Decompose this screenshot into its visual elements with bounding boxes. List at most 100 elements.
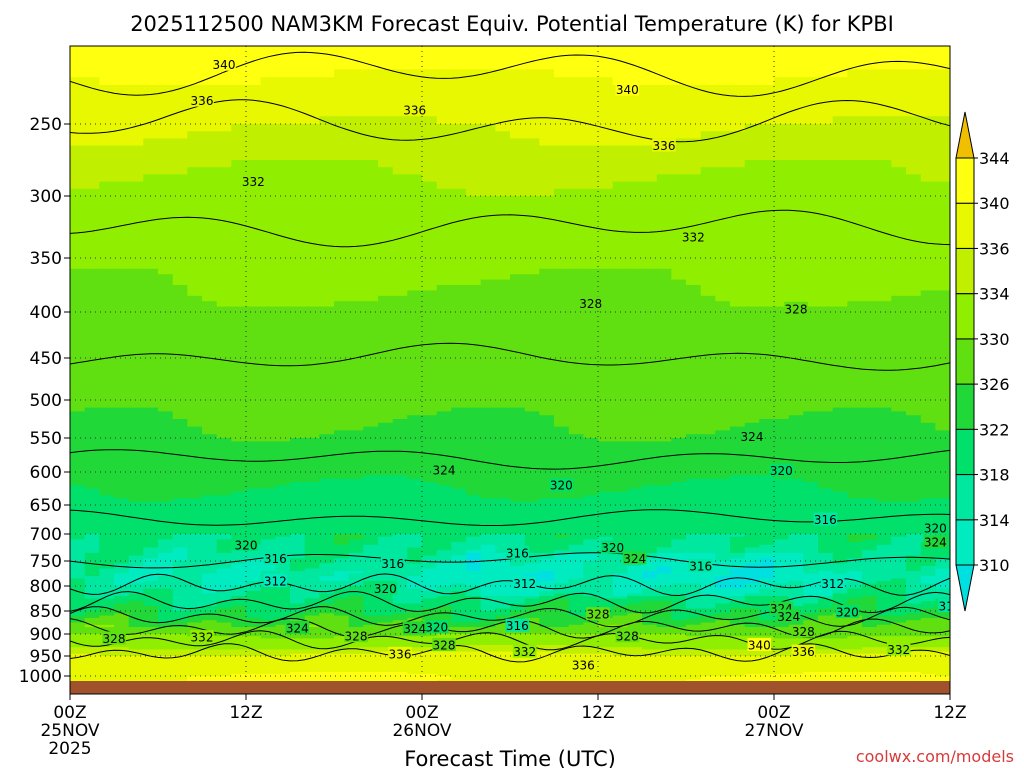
fill-cell [803, 441, 819, 446]
fill-cell [231, 348, 247, 354]
fill-cell [84, 145, 100, 154]
fill-cell [128, 461, 144, 466]
fill-cell [363, 472, 379, 476]
fill-cell [392, 61, 408, 70]
fill-cell [363, 202, 379, 209]
fill-cell [407, 422, 423, 428]
fill-cell [612, 263, 628, 270]
fill-cell [128, 279, 144, 286]
fill-cell [539, 295, 555, 302]
fill-cell [246, 258, 262, 264]
fill-cell [114, 263, 130, 270]
fill-cell [495, 374, 511, 380]
fill-cell [260, 138, 276, 147]
fill-cell [730, 202, 746, 209]
fill-cell [158, 430, 174, 435]
fill-cell [715, 353, 731, 359]
fill-cell [788, 138, 804, 147]
fill-cell [730, 348, 746, 354]
fill-cell [891, 339, 907, 345]
fill-cell [348, 411, 364, 416]
fill-cell [99, 366, 115, 372]
fill-cell [246, 285, 262, 291]
fill-cell [847, 295, 863, 302]
fill-cell [612, 152, 628, 161]
fill-cell [451, 124, 467, 132]
fill-cell [319, 239, 335, 247]
fill-cell [832, 233, 848, 240]
fill-cell [392, 407, 408, 412]
fill-cell [568, 455, 584, 459]
fill-cell [627, 251, 643, 259]
fill-cell [495, 444, 511, 449]
fill-cell [554, 69, 570, 78]
fill-cell [744, 233, 760, 240]
fill-cell [202, 227, 218, 234]
fill-cell [715, 430, 731, 435]
fill-cell [612, 465, 628, 470]
fill-cell [128, 370, 144, 376]
fill-cell [656, 458, 672, 463]
fill-cell [847, 220, 863, 228]
fill-cell [642, 366, 658, 372]
fill-cell [436, 196, 452, 203]
fill-cell [935, 61, 950, 70]
fill-cell [172, 335, 188, 341]
fill-cell [568, 441, 584, 446]
fill-cell [187, 383, 203, 388]
fill-cell [686, 461, 702, 466]
fill-cell [627, 448, 643, 453]
fill-cell [598, 400, 614, 405]
fill-cell [935, 239, 950, 247]
fill-cell [583, 316, 599, 322]
fill-cell [128, 481, 144, 486]
fill-cell [436, 415, 452, 420]
fill-cell [158, 220, 174, 228]
fill-cell [290, 395, 306, 401]
fill-cell [451, 434, 467, 439]
fill-cell [451, 348, 467, 354]
fill-cell [378, 152, 394, 161]
fill-cell [84, 181, 100, 190]
fill-cell [231, 472, 247, 476]
fill-cell [612, 387, 628, 393]
fill-cell [84, 100, 100, 109]
fill-cell [862, 285, 878, 291]
fill-cell [319, 312, 335, 318]
fill-cell [114, 415, 130, 420]
fill-cell [539, 395, 555, 401]
fill-cell [671, 411, 687, 416]
fill-cell [539, 358, 555, 363]
fill-cell [290, 461, 306, 466]
fill-cell [539, 124, 555, 132]
fill-cell [862, 441, 878, 446]
fill-cell [451, 145, 467, 154]
fill-cell [891, 438, 907, 442]
fill-cell [304, 152, 320, 161]
fill-cell [920, 438, 936, 442]
fill-cell [818, 475, 834, 480]
fill-cell [495, 290, 511, 297]
fill-cell [231, 295, 247, 302]
fill-cell [70, 335, 86, 341]
fill-cell [319, 306, 335, 313]
fill-cell [363, 362, 379, 367]
fill-cell [847, 301, 863, 308]
fill-cell [656, 387, 672, 393]
fill-cell [730, 387, 746, 393]
fill-cell [216, 441, 232, 446]
fill-cell [686, 61, 702, 70]
fill-cell [876, 379, 892, 384]
fill-cell [583, 475, 599, 480]
fill-cell [70, 434, 86, 439]
fill-cell [671, 116, 687, 125]
fill-cell [407, 160, 423, 168]
fill-cell [187, 160, 203, 168]
fill-cell [70, 395, 86, 401]
fill-cell [466, 208, 482, 216]
fill-cell [363, 387, 379, 393]
fill-cell [803, 181, 819, 190]
fill-cell [422, 92, 438, 102]
fill-cell [642, 131, 658, 139]
fill-cell [906, 430, 922, 435]
